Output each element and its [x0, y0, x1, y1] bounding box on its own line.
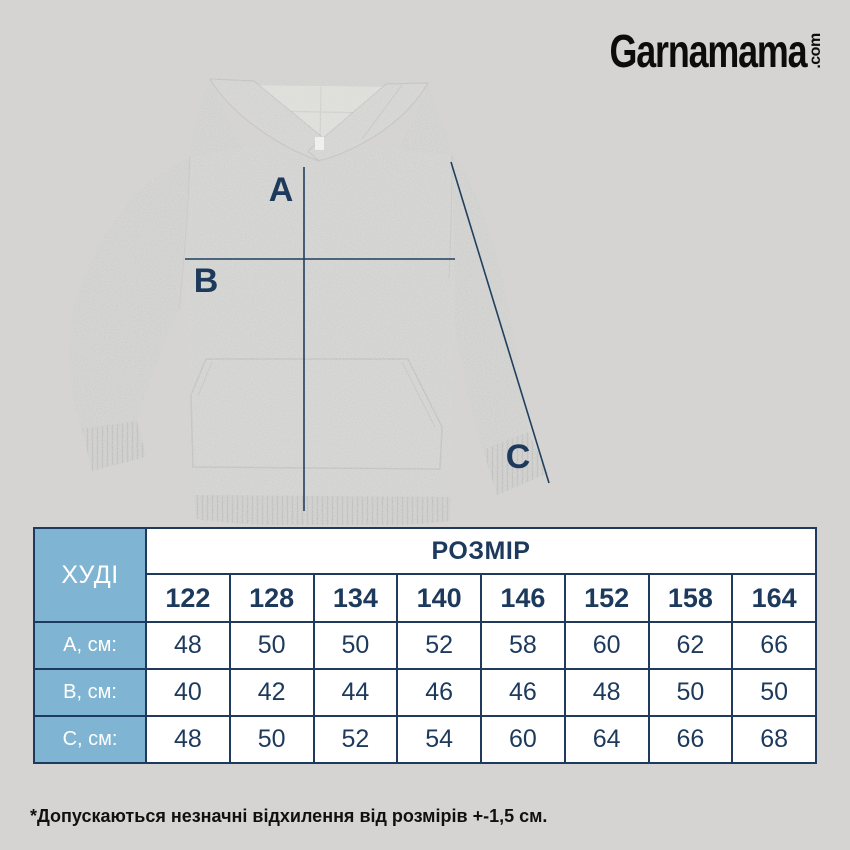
cell-value: 60 — [563, 621, 650, 670]
row-label: C, см: — [33, 715, 147, 764]
table-corner-label: ХУДІ — [33, 527, 147, 623]
size-col-header: 122 — [145, 573, 231, 623]
cell-value: 50 — [312, 621, 399, 670]
size-table: ХУДІ РОЗМІР 122 128 134 140 146 152 158 … — [33, 527, 817, 764]
measure-label-c: C — [506, 438, 531, 476]
brand-logo: Garnamama .com — [554, 26, 826, 76]
cell-value: 66 — [647, 715, 734, 764]
cell-value: 54 — [396, 715, 482, 764]
cell-value: 48 — [145, 715, 231, 764]
size-col-header: 134 — [312, 573, 399, 623]
measure-line-c — [450, 161, 550, 484]
measurement-lines — [185, 161, 550, 511]
cell-value: 40 — [145, 668, 231, 717]
cell-value: 48 — [563, 668, 650, 717]
size-col-header: 152 — [563, 573, 650, 623]
brand-logo-text: Garnamama — [609, 25, 807, 77]
table-row-c: C, см: 48 50 52 54 60 64 66 68 — [33, 715, 817, 764]
size-col-header: 158 — [647, 573, 734, 623]
cell-value: 42 — [228, 668, 315, 717]
size-col-header: 146 — [480, 573, 566, 623]
table-size-row: 122 128 134 140 146 152 158 164 — [34, 573, 817, 623]
cell-value: 50 — [647, 668, 734, 717]
cell-value: 52 — [312, 715, 399, 764]
cell-value: 68 — [731, 715, 817, 764]
cell-value: 50 — [228, 621, 315, 670]
brand-logo-domain: .com — [807, 33, 824, 69]
hoodie-hood-right-flap — [307, 82, 430, 162]
cell-value: 58 — [480, 621, 566, 670]
size-col-header: 140 — [396, 573, 482, 623]
measure-label-a: A — [269, 171, 294, 209]
hoodie-illustration: A B C — [69, 78, 550, 525]
cell-value: 46 — [396, 668, 482, 717]
table-header-rozmir: РОЗМІР — [145, 527, 817, 575]
cell-value: 44 — [312, 668, 399, 717]
measure-label-b: B — [194, 262, 219, 300]
cell-value: 50 — [228, 715, 315, 764]
cell-value: 60 — [480, 715, 566, 764]
cell-value: 66 — [731, 621, 817, 670]
row-label: A, см: — [33, 621, 147, 670]
neck-label — [315, 137, 324, 150]
cell-value: 64 — [563, 715, 650, 764]
cell-value: 50 — [731, 668, 817, 717]
table-row-a: A, см: 48 50 50 52 58 60 62 66 — [33, 621, 817, 670]
hoodie-pocket — [190, 358, 443, 470]
cell-value: 62 — [647, 621, 734, 670]
cell-value: 52 — [396, 621, 482, 670]
size-col-header: 128 — [228, 573, 315, 623]
row-label: B, см: — [33, 668, 147, 717]
table-row-b: B, см: 40 42 44 46 46 48 50 50 — [33, 668, 817, 717]
hoodie-left-sleeve — [69, 157, 190, 429]
tolerance-footnote: *Допускаються незначні відхилення від ро… — [30, 806, 548, 826]
hoodie-right-sleeve — [448, 155, 528, 450]
cell-value: 46 — [480, 668, 566, 717]
size-col-header: 164 — [731, 573, 817, 623]
cell-value: 48 — [145, 621, 231, 670]
hoodie-garment — [69, 78, 548, 525]
